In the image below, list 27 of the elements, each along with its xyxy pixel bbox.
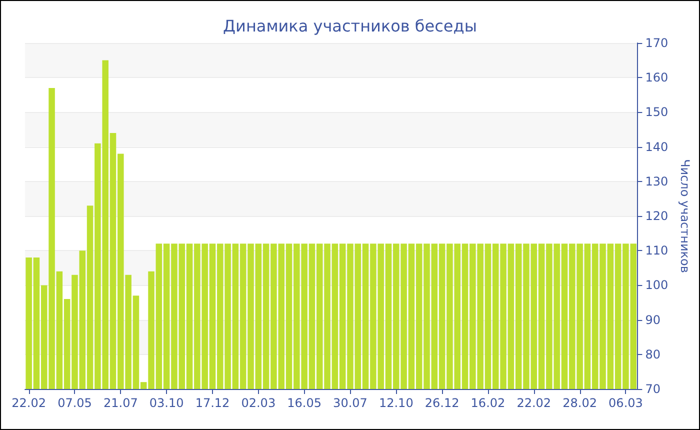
chart-title: Динамика участников беседы [223, 16, 477, 36]
y-tick-label: 160 [645, 70, 668, 85]
x-tick-label: 16.05 [287, 396, 322, 410]
x-tick-label: 16.02 [470, 396, 506, 410]
x-tick-label: 03.10 [149, 396, 184, 410]
x-tick-label: 22.02 [516, 396, 552, 410]
x-tick-label: 12.10 [378, 396, 414, 410]
x-tick-label: 21.07 [103, 396, 138, 410]
y-tick-label: 140 [645, 140, 668, 154]
y-tick-label: 90 [645, 312, 660, 327]
y-tick-label: 80 [645, 347, 660, 362]
y-tick-label: 70 [645, 382, 660, 396]
x-tick-label: 06.03 [608, 396, 643, 410]
x-tick-label: 17.12 [195, 396, 230, 410]
y-axis-title: Число участников [678, 159, 692, 273]
x-tick-label: 07.05 [58, 396, 92, 410]
y-tick-label: 150 [645, 105, 668, 120]
y-tick-label: 120 [645, 209, 668, 223]
x-tick-label: 30.07 [333, 396, 368, 410]
x-tick-label: 28.02 [562, 396, 597, 410]
y-tick-label: 100 [645, 278, 668, 292]
x-tick-label: 22.02 [12, 396, 46, 410]
y-tick-label: 130 [645, 174, 668, 188]
x-tick-label: 02.03 [241, 396, 276, 410]
x-tick-label: 26.12 [424, 396, 460, 410]
y-tick-label: 170 [645, 36, 668, 50]
y-tick-label: 110 [645, 244, 668, 258]
